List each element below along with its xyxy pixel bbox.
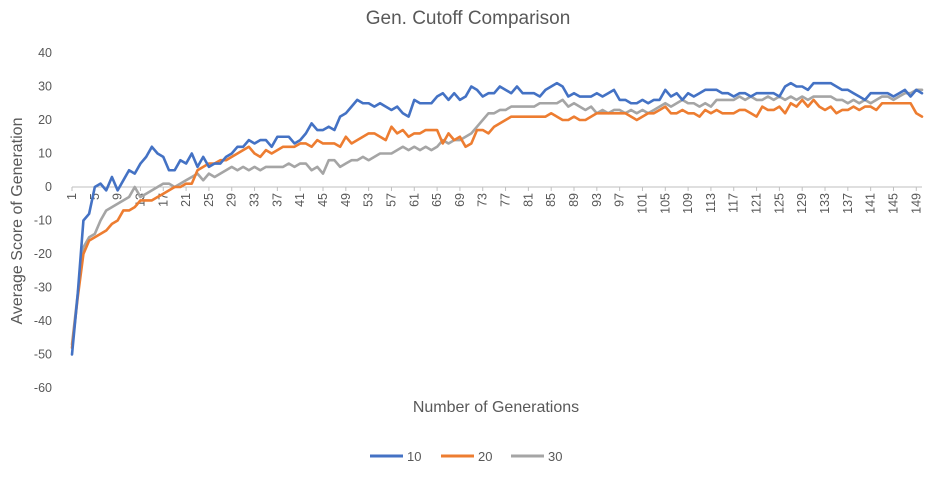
y-tick-label: 20 (38, 113, 52, 127)
x-tick-label: 57 (384, 193, 398, 207)
series-line-20 (70, 98, 924, 350)
legend: 10 20 30 (370, 449, 562, 464)
x-tick-label: 77 (499, 193, 513, 207)
y-tick-label: -30 (34, 281, 52, 295)
y-tick-label: 10 (38, 147, 52, 161)
x-tick-label: 37 (270, 193, 284, 207)
y-tick-label: -50 (34, 348, 52, 362)
series-line-30 (70, 88, 924, 346)
x-axis-title: Number of Generations (413, 399, 579, 416)
y-tick-label: 0 (45, 180, 52, 194)
y-axis-title: Average Score of Generation (9, 118, 26, 325)
x-tick-label: 101 (635, 193, 649, 214)
x-tick-label: 105 (658, 193, 672, 214)
x-tick-label: 149 (909, 193, 923, 214)
x-tick-label: 69 (453, 193, 467, 207)
x-tick-label: 5 (88, 193, 102, 200)
x-tick-label: 133 (818, 193, 832, 214)
x-tick-label: 25 (202, 193, 216, 207)
x-tick-label: 73 (476, 193, 490, 207)
chart-title: Gen. Cutoff Comparison (366, 8, 571, 29)
x-tick-label: 53 (362, 193, 376, 207)
x-tick-label: 45 (316, 193, 330, 207)
x-tick-label: 109 (681, 193, 695, 214)
x-tick-label: 9 (111, 193, 125, 200)
y-axis-ticks: -60 -50 -40 -30 -20 -10 0 10 20 30 40 (34, 46, 52, 395)
x-tick-label: 65 (430, 193, 444, 207)
x-tick-label: 117 (727, 193, 741, 213)
x-tick-label: 81 (521, 193, 535, 207)
x-tick-label: 29 (225, 193, 239, 207)
x-tick-label: 49 (339, 193, 353, 207)
y-tick-label: -40 (34, 314, 52, 328)
x-tick-label: 21 (179, 193, 193, 207)
x-tick-label: 137 (841, 193, 855, 214)
x-tick-label: 129 (795, 193, 809, 214)
x-tick-label: 145 (886, 193, 900, 214)
legend-label-30: 30 (548, 449, 562, 464)
series-line-10 (70, 81, 924, 356)
series-lines (70, 81, 924, 356)
legend-label-20: 20 (478, 449, 492, 464)
x-tick-label: 41 (293, 193, 307, 207)
y-tick-label: 30 (38, 80, 52, 94)
x-tick-label: 97 (613, 193, 627, 207)
x-tick-label: 141 (864, 193, 878, 214)
x-tick-label: 125 (772, 193, 786, 214)
x-tick-label: 33 (248, 193, 262, 207)
x-tick-label: 121 (750, 193, 764, 214)
y-tick-label: -20 (34, 247, 52, 261)
x-tick-label: 1 (65, 193, 79, 200)
y-tick-label: 40 (38, 46, 52, 60)
y-tick-label: -60 (34, 381, 52, 395)
x-tick-label: 113 (704, 193, 718, 213)
x-tick-label: 61 (407, 193, 421, 207)
legend-label-10: 10 (407, 449, 421, 464)
x-axis-ticks: 1 5 9 13 17 21 25 29 33 37 41 45 49 53 57 61 65 69 73 77 81 8… (65, 187, 923, 214)
x-tick-label: 89 (567, 193, 581, 207)
x-tick-label: 93 (590, 193, 604, 207)
x-tick-label: 85 (544, 193, 558, 207)
y-tick-label: -10 (34, 214, 52, 228)
